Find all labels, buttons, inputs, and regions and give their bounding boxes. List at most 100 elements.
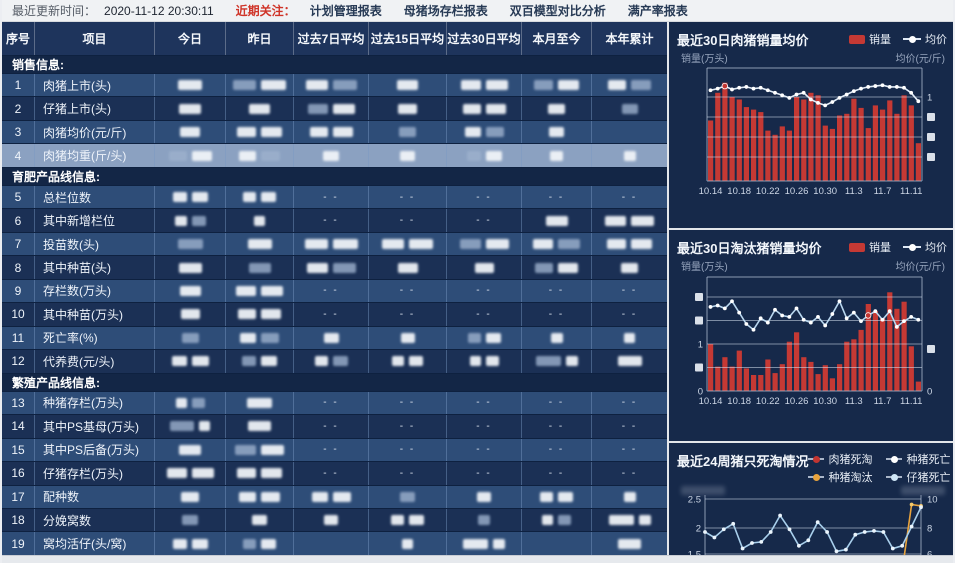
- table-row-18[interactable]: 18 分娩窝数: [2, 507, 667, 532]
- tab-double-hundred-model-compare[interactable]: 双百模型对比分析: [509, 4, 606, 18]
- no-data-cell: - -: [369, 391, 447, 415]
- legend-item-avg-price[interactable]: 均价: [903, 239, 947, 255]
- no-data-cell: - -: [522, 462, 592, 485]
- table-row-14[interactable]: 14 其中PS基母(万头) - -- -- -- -- -: [2, 414, 667, 438]
- redacted-value-cell: [226, 303, 294, 326]
- no-data-cell: - -: [447, 303, 522, 326]
- legend-item-avg-price[interactable]: 均价: [903, 31, 947, 47]
- col-header-today: 今日: [155, 22, 226, 55]
- redacted-value-cell: [155, 209, 226, 232]
- bar-swatch-icon: [849, 34, 865, 44]
- row-number: 8: [2, 256, 35, 279]
- redacted-value-cell: [592, 532, 667, 554]
- pale-dot-swatch-icon: [886, 473, 903, 481]
- row-item-label: 死亡率(%): [35, 326, 155, 350]
- svg-text:11.7: 11.7: [874, 186, 892, 197]
- table-row-8[interactable]: 8 其中种苗(头): [2, 255, 667, 279]
- row-number: 17: [2, 485, 35, 508]
- redacted-value-cell: [226, 74, 294, 97]
- col-header-30day-avg: 过去30日平均: [447, 22, 522, 55]
- legend-item-breed-pig-death[interactable]: 种猪死亡: [886, 451, 950, 467]
- table-row-7[interactable]: 7 投苗数(头): [2, 231, 667, 256]
- legend-item-sales[interactable]: 销量: [849, 239, 891, 255]
- section-row: 繁殖产品线信息:: [2, 372, 667, 391]
- redacted-value-cell: [226, 438, 294, 462]
- redacted-value-cell: [226, 350, 294, 373]
- redacted-value-cell: [226, 144, 294, 167]
- table-row-17[interactable]: 17 配种数: [2, 484, 667, 508]
- table-row-10[interactable]: 10 其中种苗(万头) - -- -- -- -- -: [2, 302, 667, 326]
- table-row-3[interactable]: 3 肉猪均价(元/斤): [2, 119, 667, 144]
- redacted-value-cell: [226, 391, 294, 415]
- svg-text:10.18: 10.18: [727, 186, 751, 197]
- table-row-11[interactable]: 11 死亡率(%): [2, 325, 667, 350]
- table-row-1[interactable]: 1 肉猪上市(头): [2, 73, 667, 97]
- no-data-cell: - -: [522, 391, 592, 415]
- redacted-value-cell: [369, 532, 447, 555]
- redacted-value-cell: [369, 120, 447, 144]
- redacted-value-cell: [155, 438, 226, 462]
- legend-item-piglet-death[interactable]: 仔猪死亡: [886, 469, 950, 485]
- table-row-5[interactable]: 5 总栏位数 - -- -- -- -- -: [2, 184, 667, 209]
- redacted-value-cell: [447, 532, 522, 555]
- no-data-cell: - -: [294, 279, 369, 303]
- table-row-13[interactable]: 13 种猪存栏(万头) - -- -- -- -- -: [2, 390, 667, 415]
- chart-title: 最近30日肉猪销量均价: [677, 33, 809, 48]
- row-item-label: 其中PS基母(万头): [35, 415, 155, 438]
- redacted-value-cell: [369, 232, 447, 256]
- col-header-seq: 序号: [2, 22, 35, 55]
- redacted-value-cell: [294, 74, 369, 97]
- chart-plot-cull-pig-sales: 10.14 10.18 10.22 10.26 10.30 11.3 11.7 11.11 1 0…: [695, 276, 935, 407]
- row-number: 3: [2, 120, 35, 144]
- no-data-cell: - -: [369, 185, 447, 209]
- legend-item-sales[interactable]: 销量: [849, 31, 891, 47]
- legend-label: 销量: [869, 242, 891, 254]
- no-data-cell: - -: [294, 415, 369, 438]
- table-row-6[interactable]: 6 其中新增栏位 - -- -- -: [2, 208, 667, 232]
- update-time-label: 最近更新时间：: [12, 4, 97, 18]
- redacted-value-cell: [155, 185, 226, 209]
- svg-text:0: 0: [698, 387, 703, 398]
- section-row: 育肥产品线信息:: [2, 166, 667, 185]
- redacted-value-cell: [447, 232, 522, 256]
- table-row-2[interactable]: 2 仔猪上市(头): [2, 96, 667, 120]
- redacted-value-cell: [155, 74, 226, 97]
- row-item-label: 其中PS后备(万头): [35, 438, 155, 462]
- tab-plan-management-report[interactable]: 计划管理报表: [309, 4, 382, 18]
- row-item-label: 配种数: [35, 485, 155, 508]
- tab-full-capacity-rate-report[interactable]: 满产率报表: [627, 4, 688, 18]
- no-data-cell: - -: [294, 185, 369, 209]
- row-number: 6: [2, 209, 35, 232]
- legend-item-meat-pig-death-cull[interactable]: 肉猪死淘: [808, 451, 872, 467]
- row-item-label: 存栏数(万头): [35, 279, 155, 303]
- svg-text:10.22: 10.22: [756, 396, 780, 407]
- svg-text:10.22: 10.22: [756, 186, 780, 197]
- table-row-15[interactable]: 15 其中PS后备(万头) - -- -- -- -- -: [2, 437, 667, 462]
- col-header-year-to-date: 本年累计: [605, 32, 654, 46]
- redacted-value-cell: [155, 144, 226, 167]
- tab-sow-farm-inventory-report[interactable]: 母猪场存栏报表: [403, 4, 488, 18]
- redacted-value-cell: [226, 279, 294, 303]
- row-number: 4: [2, 144, 35, 167]
- table-row-12[interactable]: 12 代养费(元/头): [2, 349, 667, 373]
- y-axis-label-left: 销量(万头): [681, 54, 728, 65]
- table-row-16[interactable]: 16 仔猪存栏(万头) - -- -- -- -- -: [2, 461, 667, 485]
- row-number: 16: [2, 462, 35, 485]
- redacted-value-cell: [592, 74, 667, 96]
- redacted-value-cell: [592, 509, 667, 531]
- table-row-19[interactable]: 19 窝均活仔(头/窝): [2, 531, 667, 555]
- table-row-4[interactable]: 4 肉猪均重(斤/头): [2, 143, 667, 167]
- chart-title: 最近24周猪只死淘情况: [677, 454, 809, 469]
- y-axis-label-left: 销量(万头): [681, 262, 728, 273]
- redacted-value-cell: [369, 256, 447, 279]
- redacted-value-cell: [447, 485, 522, 508]
- redacted-value-cell: [226, 485, 294, 508]
- legend-item-breed-pig-cull[interactable]: 种猪淘汰: [808, 469, 872, 485]
- row-number: 11: [2, 326, 35, 350]
- orange-dot-swatch-icon: [808, 473, 825, 481]
- y-axis-label-left-redacted: [681, 486, 725, 495]
- redacted-value-cell: [155, 391, 226, 415]
- bottom-strip: [2, 555, 953, 563]
- table-row-9[interactable]: 9 存栏数(万头) - -- -- -- -- -: [2, 278, 667, 303]
- no-data-cell: - -: [522, 279, 592, 303]
